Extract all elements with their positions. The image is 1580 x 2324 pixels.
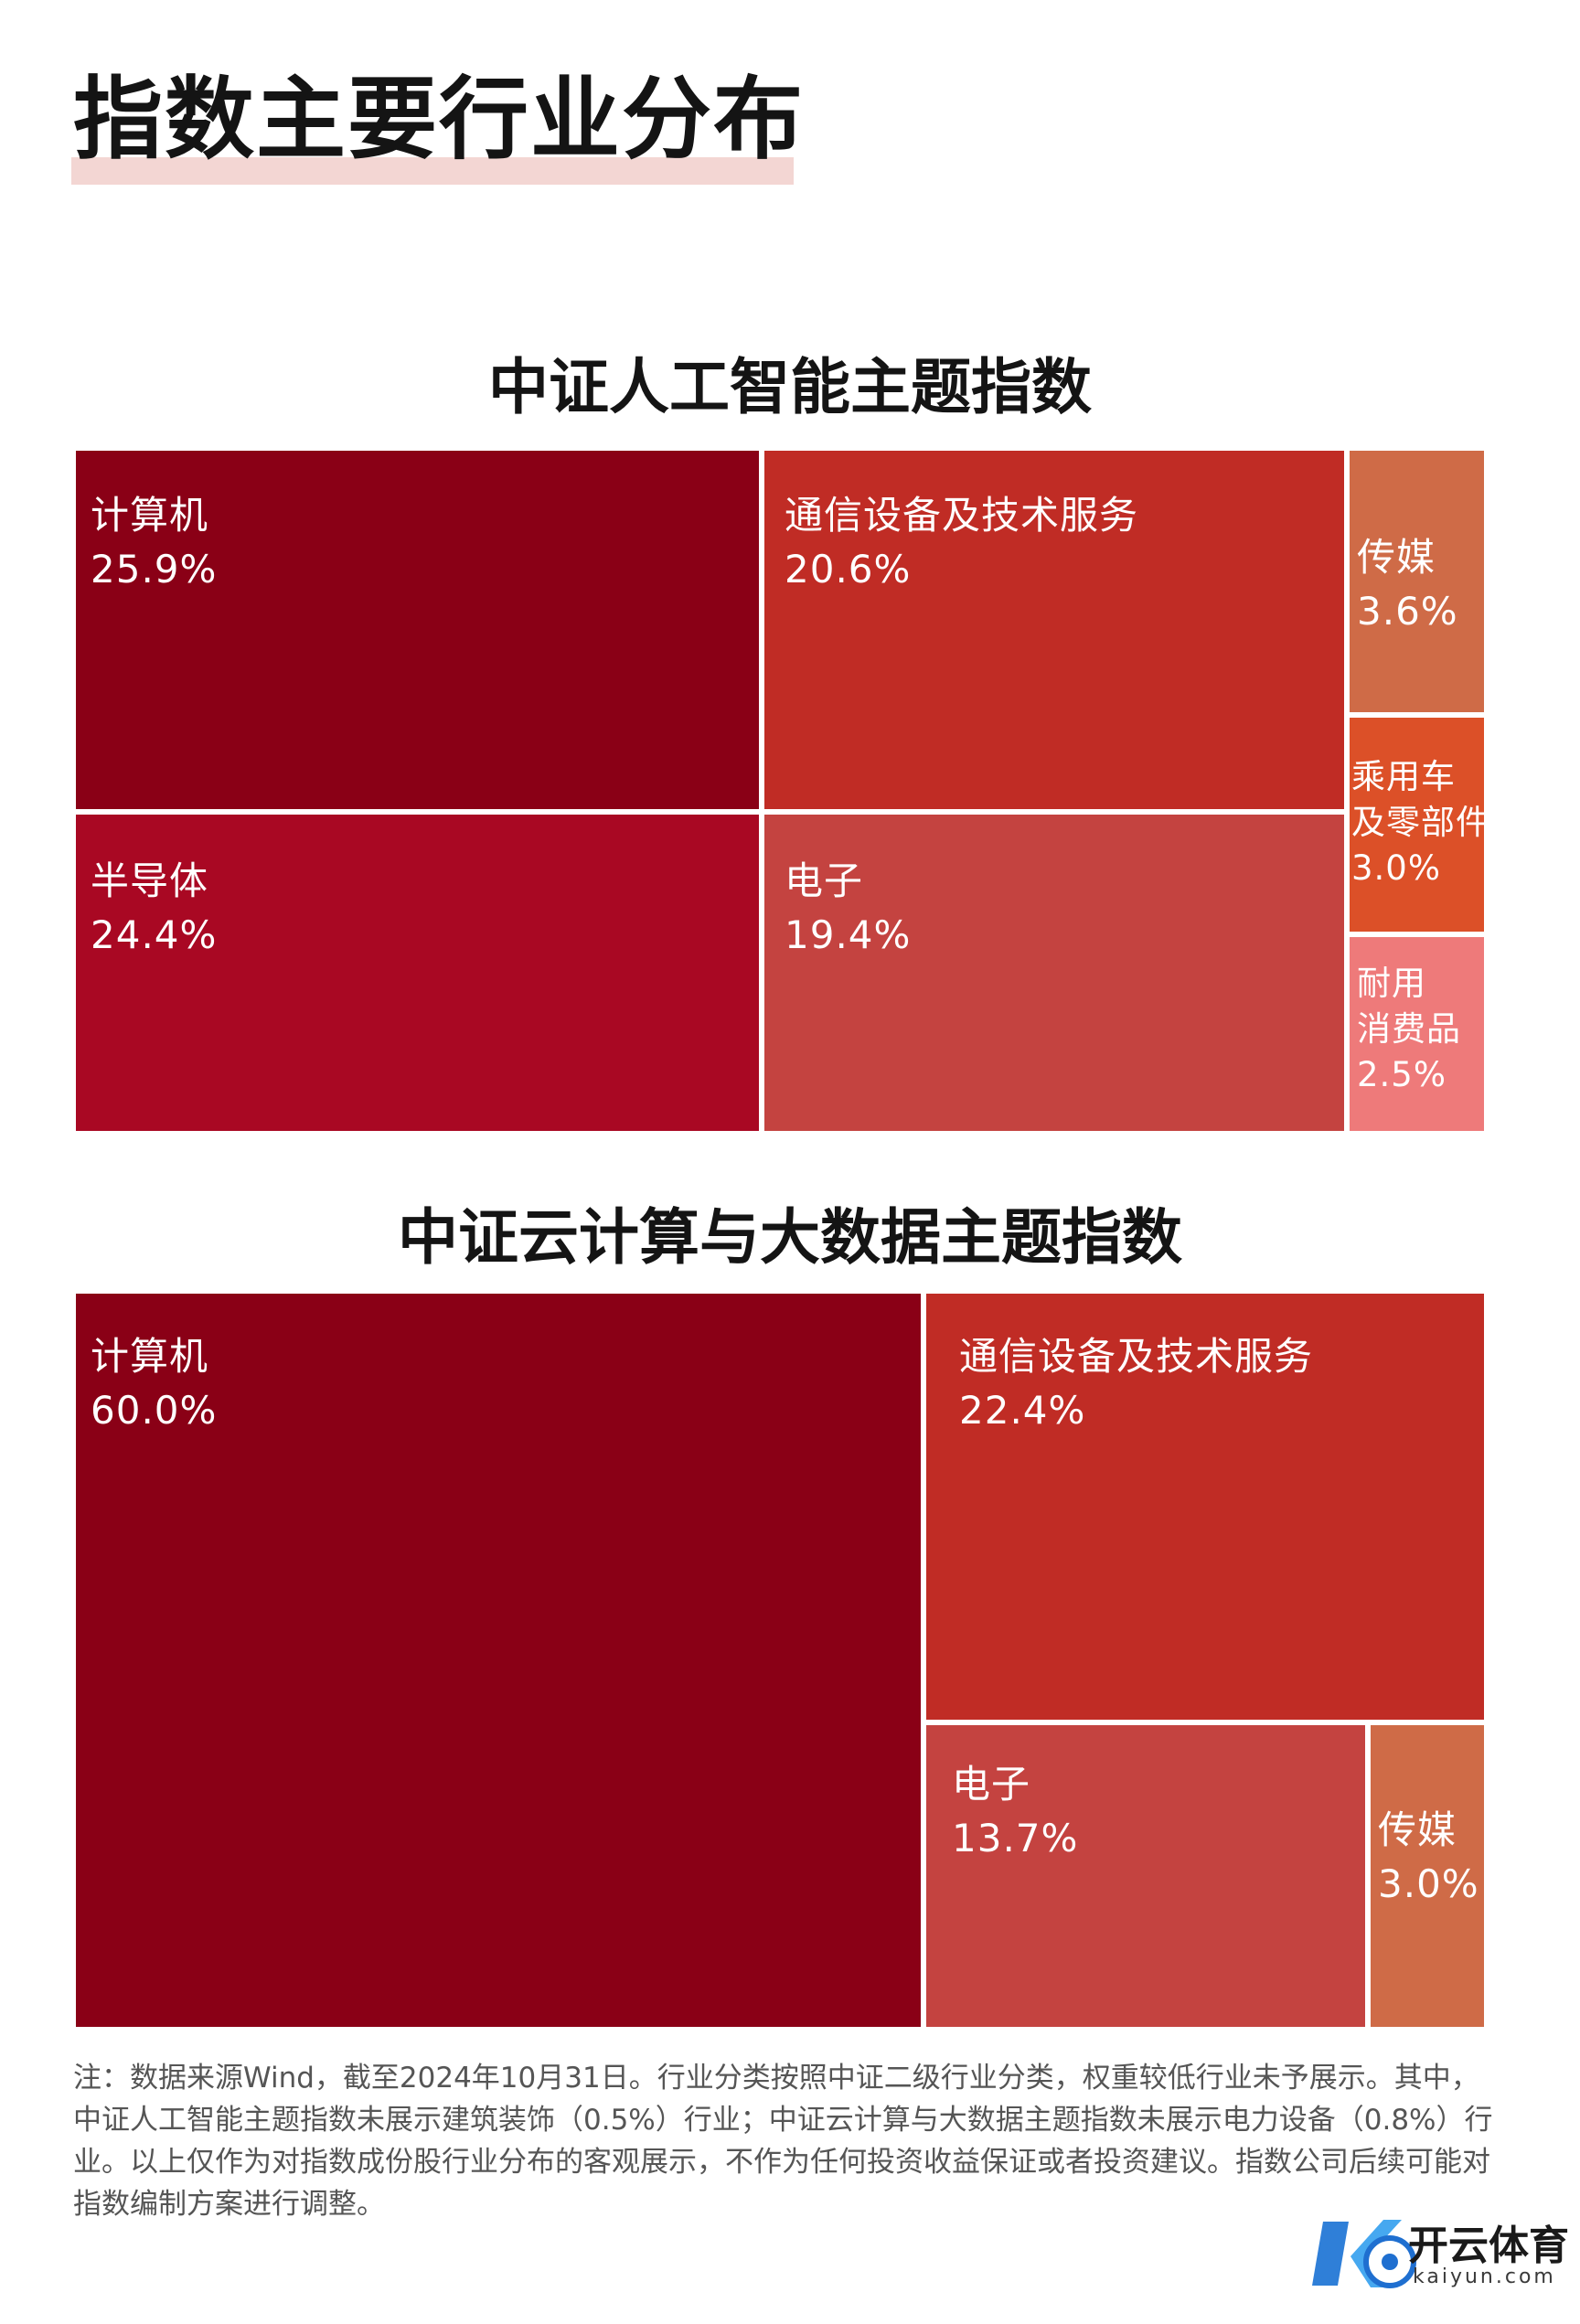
tile-label: 传媒 3.6%	[1357, 531, 1458, 639]
treemap-cloud-bigdata-index: 计算机 60.0% 通信设备及技术服务 22.4% 电子 13.7% 传媒 3.0%	[73, 1291, 1487, 2030]
treemap-tile: 传媒 3.6%	[1347, 448, 1487, 715]
tile-name: 传媒	[1378, 1807, 1457, 1852]
tile-name: 半导体	[91, 858, 209, 903]
tile-name: 乘用车	[1351, 757, 1456, 796]
chart-2-title: 中证云计算与大数据主题指数	[398, 1202, 1182, 1273]
tile-value: 25.9%	[91, 546, 218, 592]
page-title: 指数主要行业分布	[73, 68, 806, 172]
tile-value: 22.4%	[959, 1387, 1086, 1433]
treemap-tile: 电子 19.4%	[762, 812, 1347, 1134]
tile-name: 消费品	[1357, 1008, 1461, 1049]
tile-name: 耐用	[1357, 964, 1426, 1003]
tile-name: 电子	[785, 858, 864, 903]
footnote: 注：数据来源Wind，截至2024年10月31日。行业分类按照中证二级行业分类，…	[73, 2062, 1493, 2221]
tile-name: 传媒	[1357, 535, 1436, 580]
tile-name: 计算机	[91, 1334, 209, 1379]
tile-name: 计算机	[91, 493, 209, 538]
tile-label: 通信设备及技术服务 20.6%	[785, 489, 1138, 597]
treemap-ai-index: 计算机 25.9% 半导体 24.4% 通信设备及技术服务 20.6% 电子 19.4% 传媒 3…	[73, 448, 1487, 1134]
tile-name: 通信设备及技术服务	[959, 1334, 1314, 1379]
tile-label: 电子 13.7%	[952, 1758, 1078, 1866]
chart-1-title: 中证人工智能主题指数	[488, 352, 1092, 422]
treemap-tile: 通信设备及技术服务 20.6%	[762, 448, 1347, 812]
tile-label: 计算机 25.9%	[91, 489, 217, 597]
kaiyun-logo-icon	[1312, 2220, 1416, 2288]
treemap-tile: 计算机 60.0%	[73, 1291, 923, 2030]
treemap-tile: 电子 13.7%	[923, 1722, 1368, 2030]
logo-text: 开云体育	[1408, 2223, 1569, 2269]
treemap-tile: 计算机 25.9%	[73, 448, 762, 812]
tile-value: 3.0%	[1378, 1860, 1479, 1906]
tile-label: 电子 19.4%	[785, 855, 911, 963]
tile-value: 20.6%	[785, 546, 912, 592]
treemap-tile: 通信设备及技术服务 22.4%	[923, 1291, 1487, 1722]
tile-name: 通信设备及技术服务	[785, 493, 1139, 538]
tile-label: 计算机 60.0%	[91, 1330, 217, 1438]
tile-label: 耐用消费品 2.5%	[1357, 961, 1461, 1098]
tile-label: 通信设备及技术服务 22.4%	[959, 1330, 1313, 1438]
tile-value: 3.0%	[1351, 848, 1441, 888]
treemap-tile: 传媒 3.0%	[1368, 1722, 1487, 2030]
tile-label: 传媒 3.0%	[1378, 1804, 1479, 1912]
tile-value: 2.5%	[1357, 1054, 1447, 1094]
tile-label: 乘用车及零部件 3.0%	[1351, 754, 1487, 891]
tile-value: 3.6%	[1357, 588, 1458, 634]
tile-label: 半导体 24.4%	[91, 855, 217, 963]
tile-value: 24.4%	[91, 911, 218, 957]
tile-value: 19.4%	[785, 911, 912, 957]
tile-value: 13.7%	[952, 1815, 1079, 1860]
tile-name: 及零部件	[1351, 802, 1487, 842]
tile-name: 电子	[952, 1762, 1031, 1807]
treemap-tile: 耐用消费品 2.5%	[1347, 934, 1487, 1134]
logo-subtext: kaiyun.com	[1413, 2265, 1556, 2288]
treemap-tile: 半导体 24.4%	[73, 812, 762, 1134]
treemap-tile: 乘用车及零部件 3.0%	[1347, 715, 1487, 934]
tile-value: 60.0%	[91, 1387, 218, 1433]
title-underline	[71, 157, 794, 185]
